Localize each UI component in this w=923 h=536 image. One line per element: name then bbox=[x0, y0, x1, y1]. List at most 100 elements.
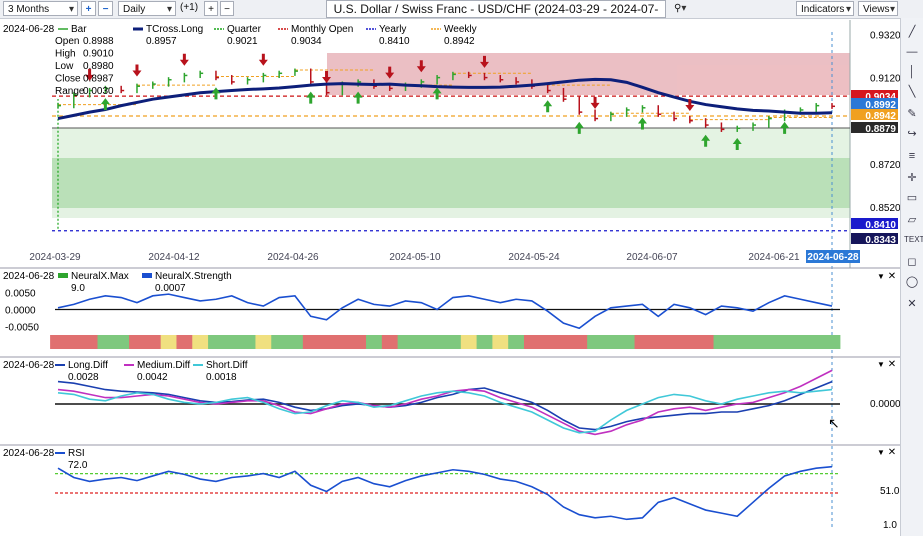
text-icon[interactable]: TEXT bbox=[904, 235, 923, 244]
neural-max-bar bbox=[50, 335, 67, 349]
legend-value: 0.0028 bbox=[68, 372, 99, 383]
neural-max-bar bbox=[208, 335, 225, 349]
legend-value: 9.0 bbox=[71, 283, 85, 294]
neural-max-bar bbox=[460, 335, 478, 349]
sell-signal-arrow bbox=[685, 99, 695, 112]
buy-signal-arrow bbox=[701, 134, 711, 147]
channel-icon[interactable]: ▱ bbox=[907, 214, 917, 226]
long-diff-line bbox=[57, 380, 833, 431]
sell-signal-arrow bbox=[85, 68, 95, 81]
neural-max-bar bbox=[65, 335, 83, 349]
legend-value: 0.0007 bbox=[155, 283, 186, 294]
neural-max-bar bbox=[539, 335, 557, 349]
price-tag bbox=[851, 218, 898, 229]
ohlc-value: 0.0030 bbox=[83, 86, 114, 97]
neural-max-bar bbox=[666, 335, 683, 349]
vertical-line-icon[interactable]: │ bbox=[908, 66, 916, 78]
buy-signal-arrow bbox=[732, 138, 742, 150]
buy-signal-arrow bbox=[306, 91, 316, 104]
legend-value: 0.9034 bbox=[291, 36, 322, 47]
legend-value: 72.0 bbox=[68, 460, 88, 471]
neural-panel-date: 2024-06-28 bbox=[3, 271, 55, 282]
diff-panel-date: 2024-06-28 bbox=[3, 360, 55, 371]
tcross-long-line bbox=[57, 77, 833, 121]
neural-max-bar bbox=[192, 335, 209, 349]
legend-label: TCross.Long bbox=[146, 24, 203, 35]
price-tag-text: 0.8992 bbox=[865, 100, 896, 111]
neural-max-bar bbox=[808, 335, 825, 349]
neural-max-bar bbox=[334, 335, 351, 349]
neural-max-bar bbox=[255, 335, 272, 349]
neural-close-icon[interactable]: ✕ bbox=[888, 271, 896, 282]
neural-max-bar bbox=[129, 335, 146, 349]
remove-offset-button[interactable]: − bbox=[220, 1, 234, 16]
range-select[interactable]: 3 Months ▾ bbox=[3, 1, 78, 16]
sell-signal-arrow bbox=[479, 55, 489, 68]
chart-canvas[interactable]: 2024-06-28 Bar TCross.Long0.8957Quarter0.… bbox=[0, 0, 900, 536]
neural-tick-label: 0.0050 bbox=[5, 288, 36, 299]
pen-icon[interactable]: ✎ bbox=[907, 108, 917, 120]
buy-signal-arrow bbox=[574, 121, 584, 134]
legend-value: 0.8410 bbox=[379, 36, 410, 47]
range-label: 3 Months bbox=[8, 4, 50, 15]
neural-max-bar bbox=[492, 335, 509, 349]
neural-max-bar bbox=[113, 335, 130, 349]
views-button[interactable]: Views ▾ bbox=[858, 1, 898, 16]
x-tick-label: 2024-06-21 bbox=[748, 252, 800, 263]
neural-max-bar bbox=[697, 335, 715, 349]
legend-value: 0.8942 bbox=[444, 36, 475, 47]
neural-max-bar bbox=[508, 335, 525, 349]
add-offset-button[interactable]: + bbox=[204, 1, 218, 16]
price-tag-text: 0.9034 bbox=[865, 92, 896, 103]
toolbar: 3 Months ▾ + − Daily ▾ (+1) + − U.S. Dol… bbox=[0, 0, 923, 32]
indicators-label: Indicators bbox=[801, 4, 845, 15]
diff-layer bbox=[55, 369, 840, 436]
ray-icon[interactable]: ╲ bbox=[908, 86, 916, 98]
rsi-tick-1: 1.0 bbox=[883, 520, 897, 531]
diff-collapse-icon[interactable]: ▼ bbox=[877, 360, 885, 369]
rsi-close-icon[interactable]: ✕ bbox=[888, 447, 896, 458]
fibonacci-icon[interactable]: ≡ bbox=[908, 150, 916, 162]
price-panel-date: 2024-06-28 bbox=[3, 24, 55, 35]
ellipse-icon[interactable]: ◯ bbox=[905, 276, 919, 288]
remove-button[interactable]: − bbox=[98, 1, 113, 16]
chevron-down-icon: ▾ bbox=[166, 4, 172, 15]
ohlc-value: 0.8987 bbox=[83, 74, 114, 85]
rectangle-icon[interactable]: ▭ bbox=[906, 192, 918, 204]
indicators-button[interactable]: Indicators ▾ bbox=[796, 1, 854, 16]
interval-select[interactable]: Daily ▾ bbox=[118, 1, 176, 16]
legend-label: NeuralX.Max bbox=[71, 271, 129, 282]
sell-signal-arrow bbox=[385, 66, 395, 79]
horizontal-line-icon[interactable]: — bbox=[906, 46, 918, 58]
curve-icon[interactable]: ↪ bbox=[907, 128, 917, 140]
cross-icon[interactable]: ✛ bbox=[907, 172, 917, 184]
ohlc-label: High bbox=[55, 49, 76, 60]
neural-strength-line bbox=[57, 293, 833, 330]
add-button[interactable]: + bbox=[81, 1, 96, 16]
diff-close-icon[interactable]: ✕ bbox=[888, 359, 896, 370]
sell-signal-arrow bbox=[132, 64, 142, 77]
rsi-panel-date: 2024-06-28 bbox=[3, 448, 55, 459]
neural-max-bar bbox=[681, 335, 699, 349]
neural-collapse-icon[interactable]: ▼ bbox=[877, 272, 885, 281]
offset-label: (+1) bbox=[180, 2, 199, 13]
support-zone-light bbox=[52, 128, 850, 158]
neural-max-bar bbox=[271, 335, 288, 349]
square-icon[interactable]: ◻ bbox=[907, 256, 917, 268]
sell-signal-arrow bbox=[258, 53, 268, 66]
trend-line-icon[interactable]: ╱ bbox=[908, 26, 916, 38]
rsi-collapse-icon[interactable]: ▼ bbox=[877, 448, 885, 457]
delete-icon[interactable]: ✕ bbox=[907, 298, 917, 310]
ohlc-label: Range bbox=[55, 86, 85, 97]
search-button[interactable]: ⚲▾ bbox=[670, 1, 700, 16]
neural-max-bar bbox=[97, 335, 114, 349]
neural-max-bar bbox=[445, 335, 462, 349]
legend-label: Weekly bbox=[444, 24, 477, 35]
y-tick-label: 0.8720 bbox=[870, 160, 900, 171]
x-tick-label: 2024-05-10 bbox=[389, 252, 441, 263]
buy-signal-arrow bbox=[637, 117, 647, 130]
neural-max-bar bbox=[824, 335, 841, 349]
